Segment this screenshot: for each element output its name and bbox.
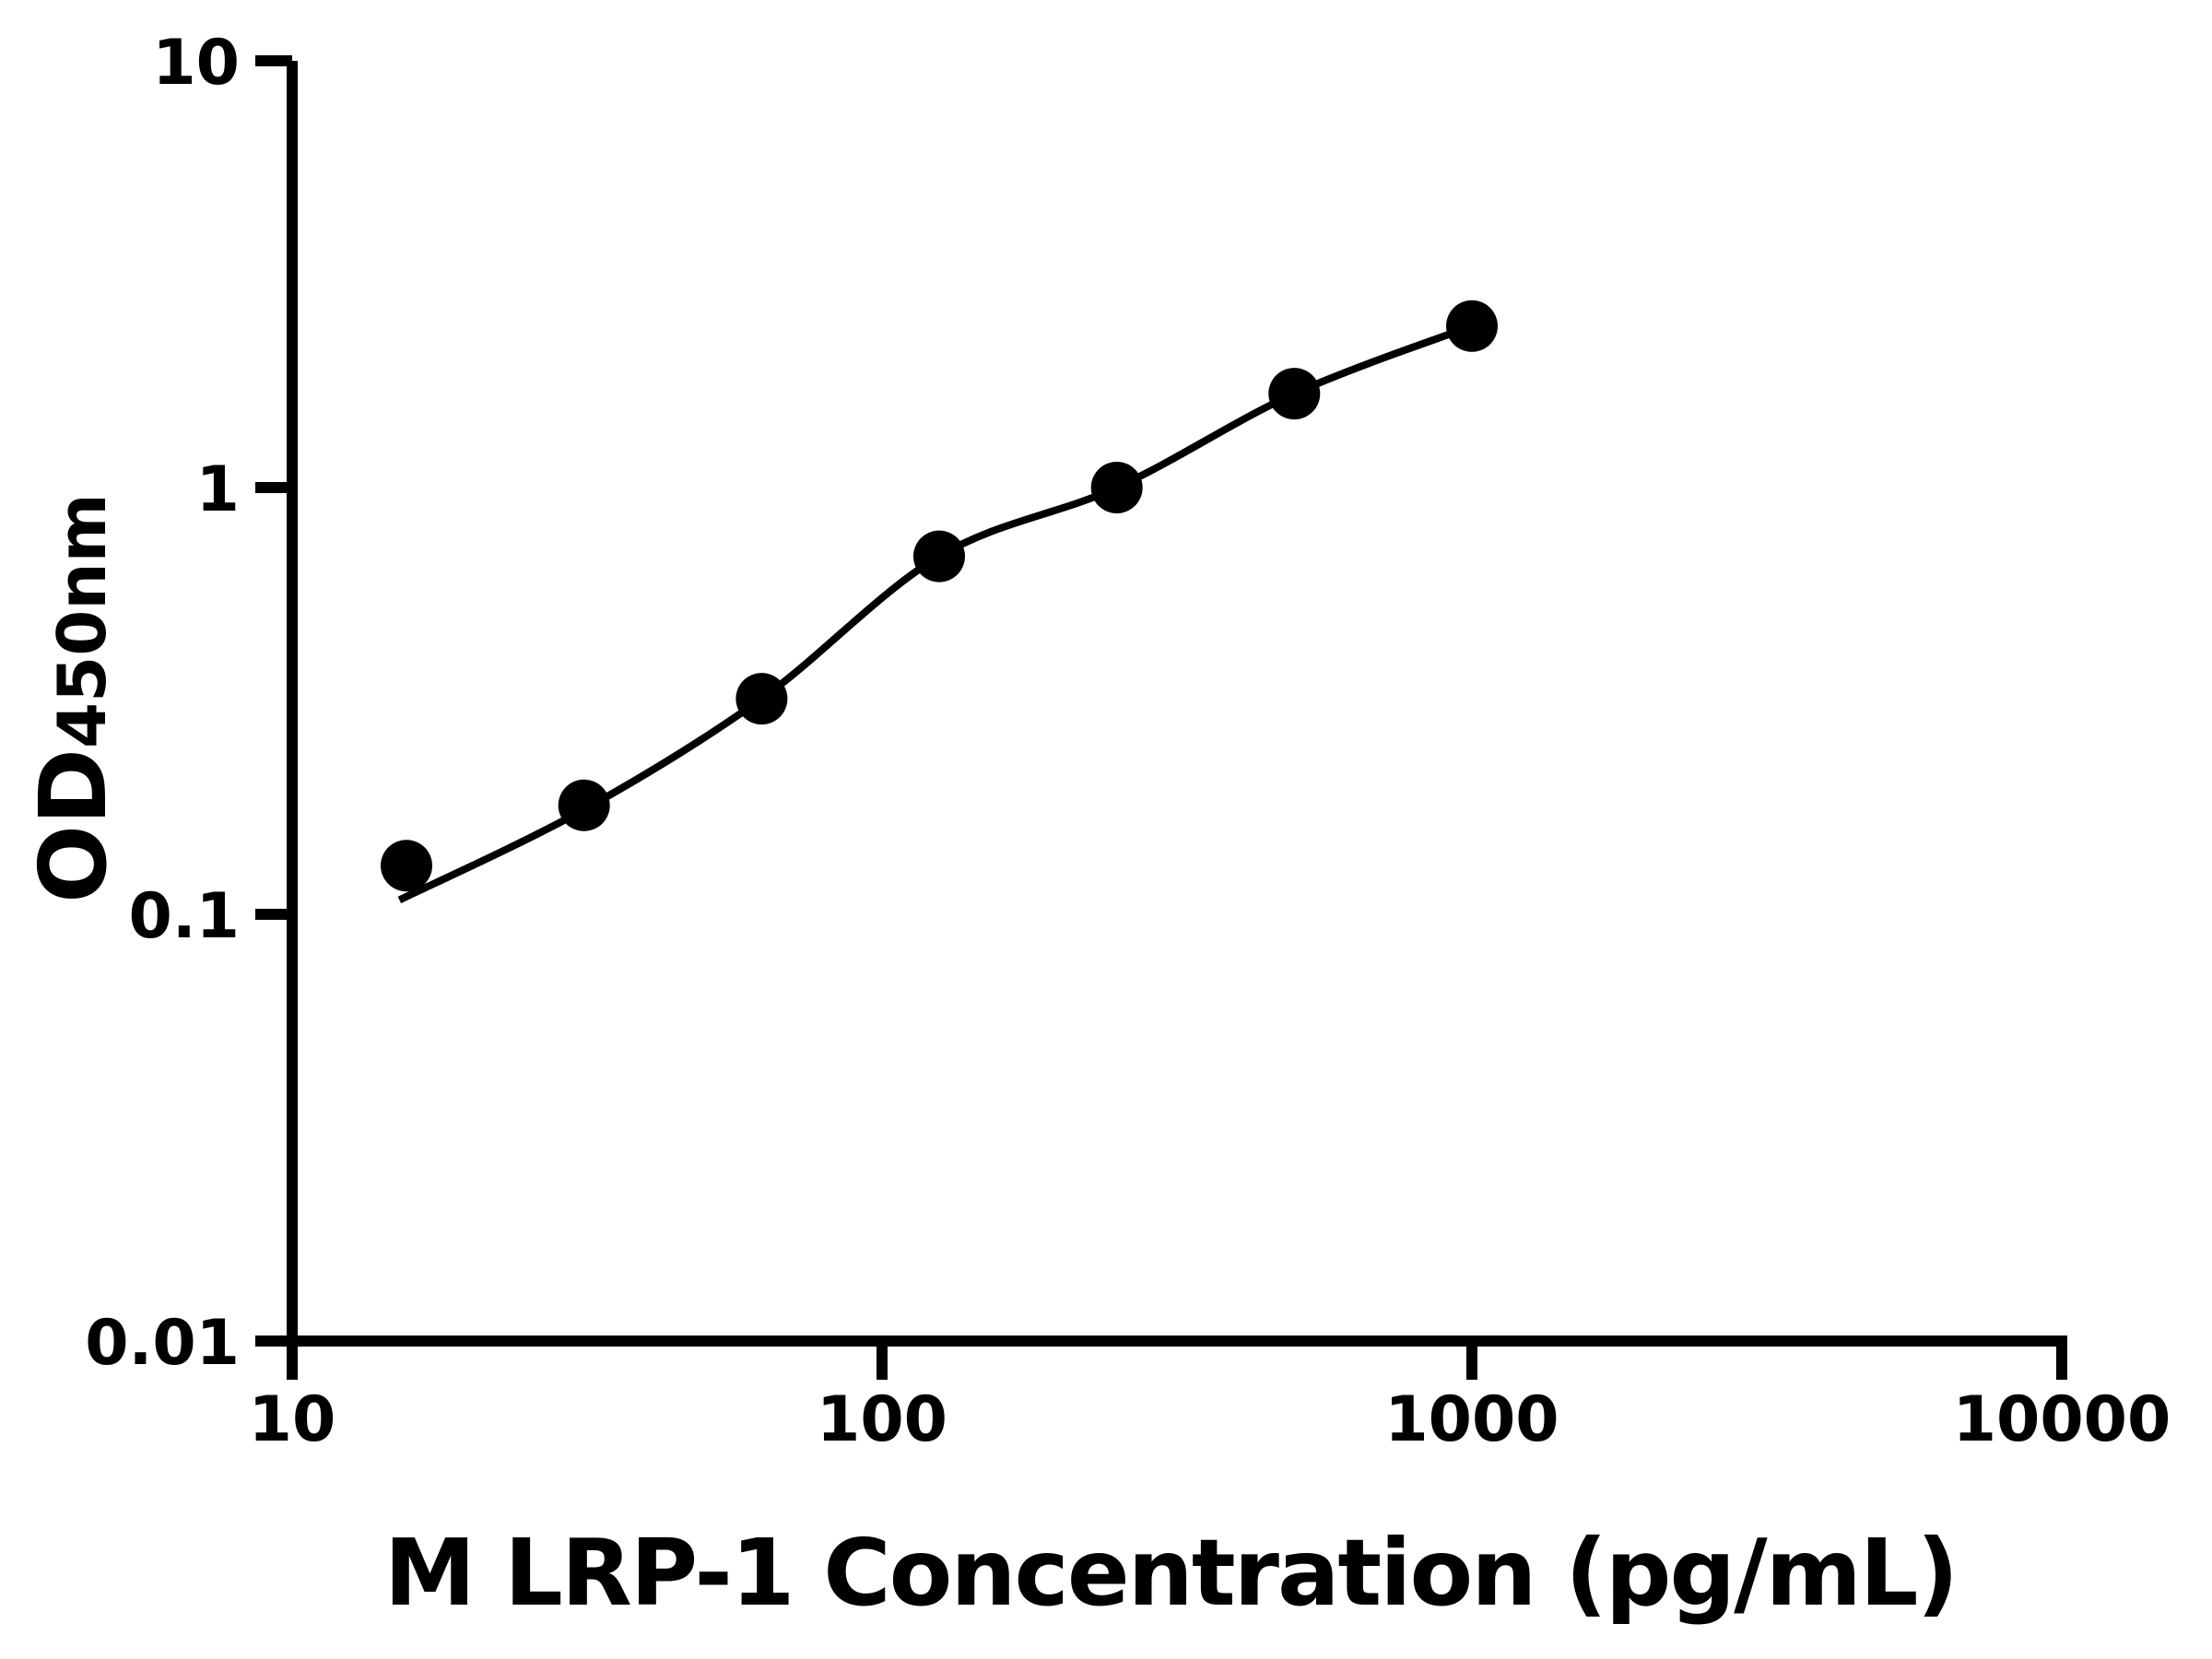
y-tick-label: 0.01 <box>85 1307 240 1380</box>
data-point <box>913 530 965 582</box>
data-points <box>381 300 1498 892</box>
y-axis-title-subscript: 450nm <box>43 493 121 748</box>
x-tick-labels: 10 100 1000 10000 <box>249 1383 2171 1456</box>
y-axis-ticks <box>255 55 292 1347</box>
x-tick-label: 100 <box>817 1383 947 1456</box>
axes <box>287 61 2067 1347</box>
data-point <box>381 840 432 892</box>
x-axis-title: M LRP-1 Concentration (pg/mL) <box>383 1519 1959 1627</box>
data-point <box>735 673 788 725</box>
data-point <box>558 779 610 831</box>
y-tick-label: 10 <box>152 27 240 100</box>
x-tick-label: 10 <box>249 1383 336 1456</box>
y-axis-title-main: OD <box>19 747 127 903</box>
x-tick-label: 10000 <box>1953 1383 2171 1456</box>
x-tick-label: 1000 <box>1384 1383 1559 1456</box>
y-tick-label: 1 <box>196 453 240 526</box>
y-tick-labels: 10 1 0.1 0.01 <box>85 27 240 1380</box>
data-point <box>1268 368 1321 420</box>
data-point <box>1446 300 1498 352</box>
y-axis-title: OD450nm <box>18 493 129 903</box>
data-point <box>1090 462 1143 513</box>
y-tick-label: 0.1 <box>129 880 240 953</box>
x-axis-ticks <box>287 1341 2067 1380</box>
